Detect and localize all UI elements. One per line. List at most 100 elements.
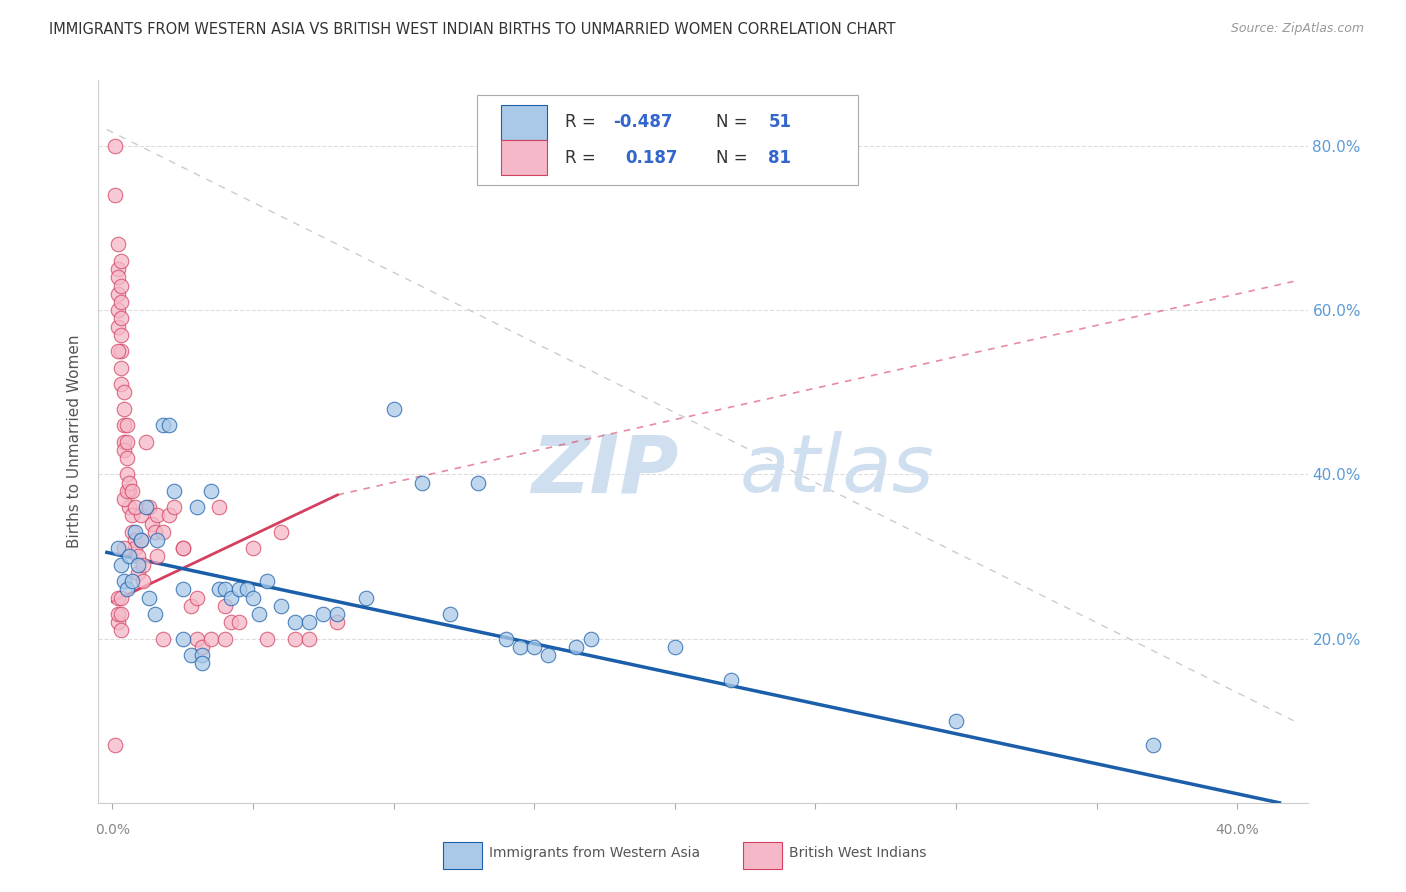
Text: Source: ZipAtlas.com: Source: ZipAtlas.com [1230,22,1364,36]
Point [219,615,242,630]
Text: N =: N = [716,149,754,167]
FancyBboxPatch shape [742,842,782,870]
Point [110,607,132,621]
Point [121,508,143,523]
Point [112,541,135,556]
Point [537,648,560,662]
Text: N =: N = [716,113,754,131]
Text: 0.0%: 0.0% [96,823,129,838]
Point [112,418,135,433]
Point [214,632,236,646]
Point [141,516,163,531]
Point [121,483,143,498]
FancyBboxPatch shape [501,140,547,175]
Point [284,632,307,646]
Point [112,434,135,449]
Point [107,319,129,334]
FancyBboxPatch shape [443,842,482,870]
Point [664,640,686,654]
Point [138,591,160,605]
Point [191,640,214,654]
Point [115,418,138,433]
Point [191,648,214,662]
Point [104,139,127,153]
Point [115,450,138,465]
Point [146,549,169,564]
Point [118,475,141,490]
Point [382,401,405,416]
Point [115,467,138,482]
Point [247,607,270,621]
Point [172,632,194,646]
Point [157,508,180,523]
Point [270,524,292,539]
Point [186,632,208,646]
Point [298,615,321,630]
Point [107,607,129,621]
Point [172,541,194,556]
Text: 51: 51 [768,113,792,131]
Point [129,508,152,523]
Point [127,558,149,572]
Point [208,500,231,515]
Point [172,582,194,597]
Point [191,657,214,671]
Text: Immigrants from Western Asia: Immigrants from Western Asia [489,847,700,861]
Text: -0.487: -0.487 [613,113,673,131]
Point [326,607,349,621]
Point [214,599,236,613]
Point [163,500,186,515]
Point [186,500,208,515]
Point [110,278,132,293]
Y-axis label: Births to Unmarried Women: Births to Unmarried Women [67,334,83,549]
Point [565,640,588,654]
Text: 0.187: 0.187 [626,149,678,167]
Point [138,500,160,515]
Point [107,262,129,277]
Point [110,327,132,342]
Point [127,549,149,564]
Point [115,483,138,498]
Point [180,599,202,613]
Point [121,574,143,588]
Point [118,549,141,564]
Point [127,566,149,580]
Point [115,582,138,597]
Text: 81: 81 [768,149,792,167]
Point [163,483,186,498]
Point [112,442,135,457]
Point [118,500,141,515]
Text: R =: R = [565,113,602,131]
Point [110,344,132,359]
Point [110,591,132,605]
Point [107,615,129,630]
Point [242,591,264,605]
Point [129,533,152,547]
Point [439,607,461,621]
Point [180,648,202,662]
Point [467,475,489,490]
Point [112,401,135,416]
Point [523,640,546,654]
Point [110,253,132,268]
Point [110,360,132,375]
Point [509,640,531,654]
Point [242,541,264,556]
Point [298,632,321,646]
Point [270,599,292,613]
Point [143,524,166,539]
Text: R =: R = [565,149,602,167]
Point [157,418,180,433]
Point [107,303,129,318]
Point [110,377,132,392]
Point [152,418,174,433]
Point [256,574,278,588]
Text: British West Indians: British West Indians [789,847,927,861]
Point [495,632,517,646]
Point [208,582,231,597]
Point [124,524,146,539]
Text: IMMIGRANTS FROM WESTERN ASIA VS BRITISH WEST INDIAN BIRTHS TO UNMARRIED WOMEN CO: IMMIGRANTS FROM WESTERN ASIA VS BRITISH … [49,22,896,37]
Text: 40.0%: 40.0% [1215,823,1260,838]
Point [107,237,129,252]
Text: ZIP: ZIP [531,432,679,509]
